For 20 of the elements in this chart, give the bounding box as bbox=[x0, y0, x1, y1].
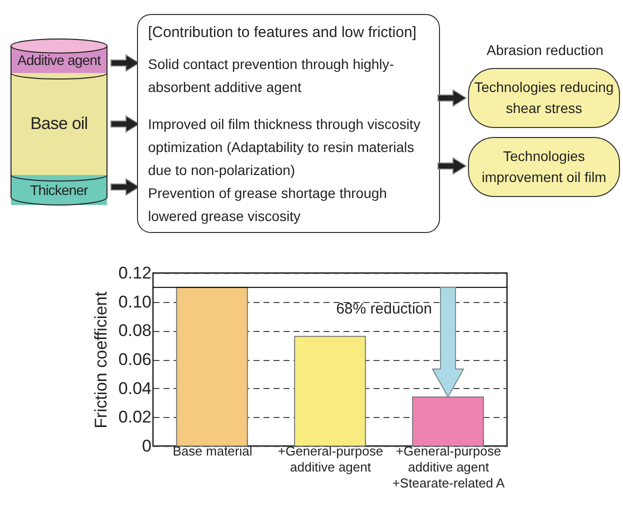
y-tick-label: 0.08 bbox=[118, 321, 152, 340]
pill-box: Technologies reducing shear stress bbox=[468, 68, 620, 128]
text: Abrasion reduction bbox=[486, 42, 604, 58]
cylinder: Additive agent Base oil Thickener bbox=[10, 38, 108, 208]
y-tick-label: 0.10 bbox=[118, 292, 152, 312]
pill-box: Technologies improvement oil film bbox=[468, 137, 620, 197]
x-tick-label: Base material bbox=[172, 444, 252, 458]
y-tick-label: 0 bbox=[142, 436, 152, 456]
x-tick-label: +General-purpose additive agent +Stearate-related A bbox=[392, 444, 506, 490]
bar bbox=[412, 396, 484, 446]
bar bbox=[176, 286, 248, 446]
y-tick-label: 0.12 bbox=[118, 264, 152, 282]
bar bbox=[294, 336, 366, 446]
y-axis-title: Friction coefficient bbox=[91, 291, 110, 428]
y-tick-label: 0.06 bbox=[118, 350, 152, 369]
x-tick-label: +General-purpose additive agent bbox=[278, 444, 384, 474]
y-tick-label: 0.02 bbox=[118, 408, 152, 427]
annotation: 68% reduction bbox=[336, 300, 432, 318]
text-box: [Contribution to features and low friction] Solid contact prevention through highly-absorbent additive agent Improved oil film thickness through viscosity optimization (Adaptability to resin materials due to non-polarization) Prevention of grease shortage through lowered grease viscosity bbox=[137, 14, 440, 233]
y-tick-label: 0.04 bbox=[118, 378, 152, 398]
